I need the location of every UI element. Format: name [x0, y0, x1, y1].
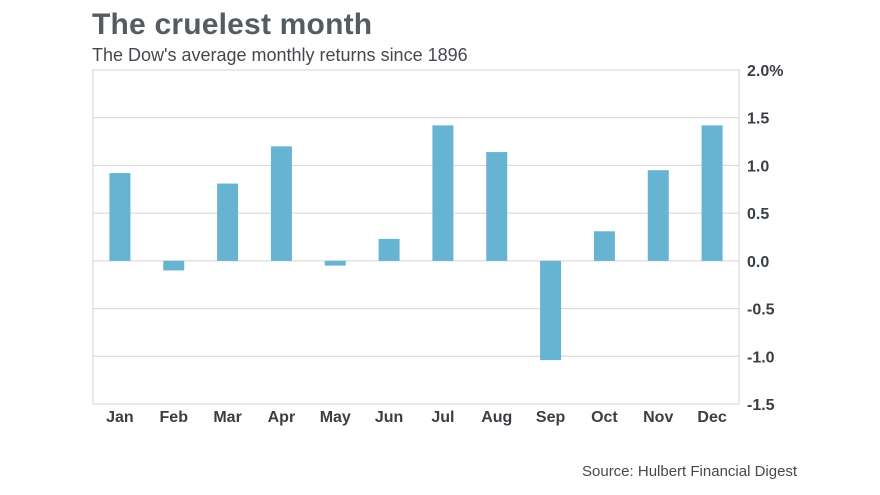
x-category-label: Dec: [697, 409, 726, 426]
y-tick-label: 0.5: [747, 206, 769, 223]
x-category-label: Feb: [160, 409, 189, 426]
x-category-label: Jul: [431, 409, 454, 426]
bar-jul: [432, 125, 454, 261]
x-category-label: Mar: [213, 409, 241, 426]
x-category-label: Sep: [536, 409, 566, 426]
y-tick-label: -0.5: [747, 302, 775, 319]
bar-sep: [540, 260, 562, 361]
bar-apr: [270, 146, 292, 261]
x-category-label: Jun: [375, 409, 403, 426]
plot-frame: [92, 69, 740, 405]
x-category-label: May: [320, 409, 351, 426]
bar-jan: [109, 173, 131, 261]
chart-subtitle: The Dow's average monthly returns since …: [92, 45, 468, 65]
x-category-label: Apr: [268, 409, 296, 426]
x-category-label: Nov: [643, 409, 673, 426]
x-category-label: Oct: [591, 409, 618, 426]
y-tick-label: -1.5: [747, 397, 775, 414]
bar-oct: [593, 231, 615, 261]
y-tick-label: 1.5: [747, 111, 769, 128]
bar-aug: [486, 152, 508, 261]
y-tick-label: -1.0: [747, 349, 775, 366]
bar-feb: [163, 260, 185, 271]
source-note: Source: Hulbert Financial Digest: [582, 463, 798, 480]
x-axis-categories: Jan Feb Mar Apr May Jun Jul Aug Sep Oct Nov Dec: [106, 409, 727, 426]
bar-mar: [217, 183, 239, 261]
chart-title: The cruelest month: [92, 8, 373, 41]
y-tick-label: 0.0: [747, 254, 769, 271]
bar-may: [324, 260, 346, 266]
bar-nov: [647, 170, 669, 261]
x-category-label: Aug: [481, 409, 512, 426]
y-tick-label: 1.0: [747, 158, 769, 175]
bar-dec: [701, 125, 723, 261]
y-axis-ticks: 2.0% 1.5 1.0 0.5 0.0 -0.5 -1.0 -1.5: [747, 63, 783, 414]
grid-lines: [93, 69, 739, 405]
y-tick-label: 2.0%: [747, 63, 783, 80]
bars: [109, 125, 723, 361]
bar-jun: [378, 238, 400, 261]
x-category-label: Jan: [106, 409, 134, 426]
